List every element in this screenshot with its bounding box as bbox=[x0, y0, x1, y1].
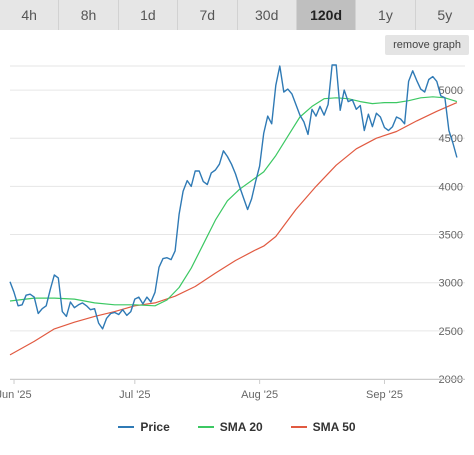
chart-legend: Price SMA 20 SMA 50 bbox=[0, 420, 474, 434]
y-tick-label: 3000 bbox=[439, 278, 463, 290]
tab-1y[interactable]: 1y bbox=[356, 0, 416, 30]
legend-label: SMA 20 bbox=[219, 420, 263, 434]
y-tick-label: 4500 bbox=[439, 133, 463, 145]
x-tick-label: Jul '25 bbox=[119, 389, 150, 401]
legend-swatch bbox=[197, 426, 214, 428]
tab-1d[interactable]: 1d bbox=[118, 0, 179, 30]
legend-item-sma-20[interactable]: SMA 20 bbox=[197, 420, 263, 434]
remove-graph-button[interactable]: remove graph bbox=[385, 35, 469, 55]
y-tick-label: 2500 bbox=[439, 326, 463, 338]
x-tick-label: Aug '25 bbox=[241, 389, 278, 401]
series-line-sma-20 bbox=[9, 96, 458, 307]
y-tick-label: 3500 bbox=[439, 230, 463, 242]
tab-8h[interactable]: 8h bbox=[59, 0, 119, 30]
legend-label: SMA 50 bbox=[312, 420, 356, 434]
legend-swatch bbox=[118, 426, 135, 428]
y-tick-label: 4000 bbox=[439, 181, 463, 193]
tab-4h[interactable]: 4h bbox=[0, 0, 60, 30]
legend-label: Price bbox=[140, 420, 170, 434]
timeframe-tabs: 4h 8h 1d 7d 30d 120d 1y 5y bbox=[0, 0, 474, 30]
legend-item-price[interactable]: Price bbox=[118, 420, 170, 434]
legend-swatch bbox=[290, 426, 307, 428]
tab-120d[interactable]: 120d bbox=[296, 0, 357, 30]
x-tick-label: Sep '25 bbox=[366, 389, 403, 401]
series-line-price bbox=[9, 64, 458, 330]
tab-30d[interactable]: 30d bbox=[237, 0, 297, 30]
tab-5y[interactable]: 5y bbox=[415, 0, 474, 30]
y-tick-label: 5000 bbox=[439, 85, 463, 97]
legend-item-sma-50[interactable]: SMA 50 bbox=[290, 420, 356, 434]
series-line-sma-50 bbox=[9, 102, 458, 356]
x-tick-label: Jun '25 bbox=[0, 389, 32, 401]
tab-7d[interactable]: 7d bbox=[178, 0, 238, 30]
